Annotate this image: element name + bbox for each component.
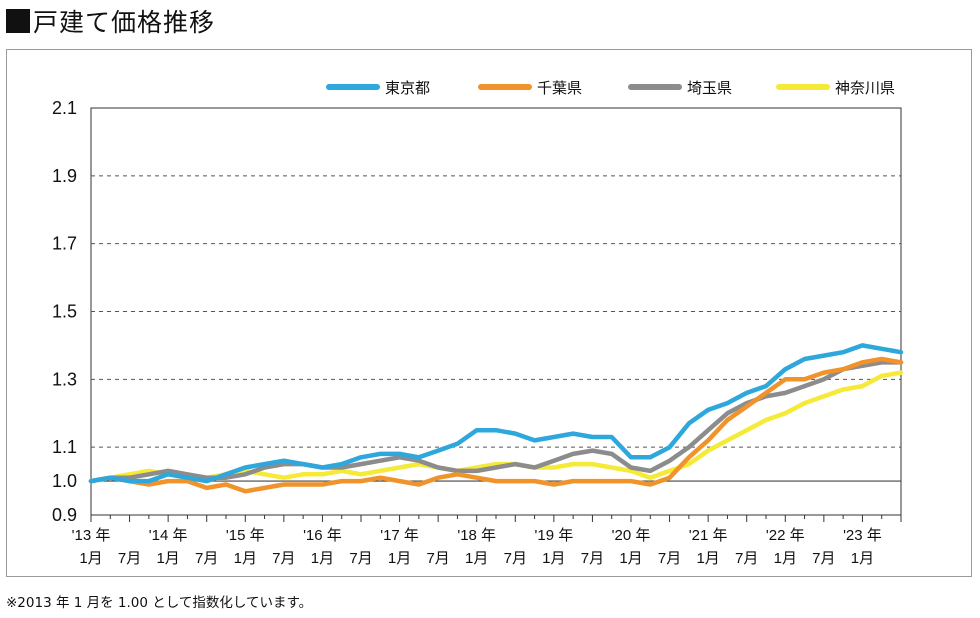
legend-label: 神奈川県 <box>835 80 895 97</box>
x-year-label: '19 年 <box>534 527 573 544</box>
x-month-label: 1月 <box>388 550 411 567</box>
page-title: 戸建て価格推移 <box>33 8 216 37</box>
x-month-label: 7月 <box>812 550 835 567</box>
x-year-label: '16 年 <box>303 527 342 544</box>
x-month-label: 7月 <box>118 550 141 567</box>
x-month-label: 7月 <box>581 550 604 567</box>
x-month-label: 7月 <box>426 550 449 567</box>
x-month-label: 1月 <box>851 550 874 567</box>
legend-label: 埼玉県 <box>687 80 732 97</box>
x-month-label: 7月 <box>195 550 218 567</box>
x-year-label: '21 年 <box>689 527 728 544</box>
x-year-label: '23 年 <box>843 527 882 544</box>
x-year-label: '18 年 <box>457 527 496 544</box>
x-month-label: 7月 <box>272 550 295 567</box>
x-month-label: 7月 <box>658 550 681 567</box>
heading-square-icon <box>6 9 30 33</box>
y-tick-label: 1.9 <box>52 166 77 186</box>
y-tick-label: 1.3 <box>52 369 77 389</box>
x-month-label: 1月 <box>311 550 334 567</box>
series-line <box>88 356 904 494</box>
legend-label: 東京都 <box>385 80 430 97</box>
x-year-label: '15 年 <box>226 527 265 544</box>
x-year-label: '14 年 <box>149 527 188 544</box>
y-tick-label: 1.7 <box>52 234 77 254</box>
x-year-label: '22 年 <box>766 527 805 544</box>
y-tick-label: 1.1 <box>52 437 77 457</box>
x-month-label: 1月 <box>79 550 102 567</box>
footnote: ※2013 年 1 月を 1.00 として指数化しています。 <box>6 595 313 611</box>
series-line <box>88 370 904 484</box>
chart-frame: 2.1 1.9 1.7 1.5 1.3 1.1 1.0 0.9 '13 年 '14 年 '15 年 '… <box>6 49 972 577</box>
x-month-label: 1月 <box>465 550 488 567</box>
x-year-label: '20 年 <box>612 527 651 544</box>
y-tick-label: 2.1 <box>52 98 77 118</box>
x-month-label: 1月 <box>696 550 719 567</box>
y-tick-label: 1.5 <box>52 302 77 322</box>
y-tick-label: 0.9 <box>52 505 77 525</box>
page-heading: 戸建て価格推移 <box>6 4 215 38</box>
x-year-label: '17 年 <box>380 527 419 544</box>
x-year-label: '13 年 <box>72 527 111 544</box>
x-month-label: 1月 <box>234 550 257 567</box>
x-month-label: 1月 <box>156 550 179 567</box>
line-chart: 2.1 1.9 1.7 1.5 1.3 1.1 1.0 0.9 '13 年 '14 年 '15 年 '… <box>52 80 904 567</box>
y-tick-label: 1.0 <box>52 471 77 491</box>
legend-label: 千葉県 <box>537 80 582 97</box>
x-month-label: 7月 <box>735 550 758 567</box>
series-line <box>88 360 904 484</box>
x-month-label: 7月 <box>504 550 527 567</box>
x-month-label: 1月 <box>774 550 797 567</box>
x-month-label: 1月 <box>542 550 565 567</box>
x-month-label: 1月 <box>619 550 642 567</box>
series-line <box>88 343 904 484</box>
x-month-label: 7月 <box>349 550 372 567</box>
